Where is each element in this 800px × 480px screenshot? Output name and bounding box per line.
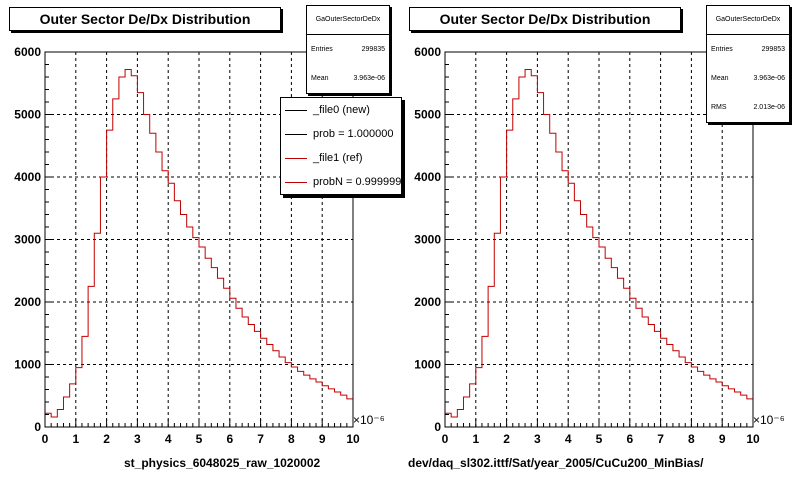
- x-tick-label: 3: [134, 432, 141, 446]
- left-stats-mean-value: 3.963e-06: [353, 75, 385, 82]
- x-tick-label: 9: [319, 432, 326, 446]
- left-chart-title: Outer Sector De/Dx Distribution: [9, 7, 281, 31]
- right-stats-entries-value: 299853: [761, 46, 785, 53]
- left-x-axis-label: st_physics_6048025_raw_1020002: [124, 456, 321, 470]
- y-tick-label: 1000: [14, 358, 41, 372]
- y-tick-label: 5000: [14, 108, 41, 122]
- x-tick-label: 7: [257, 432, 264, 446]
- legend-entry-file1: _file1 (ref): [281, 146, 401, 170]
- right-stats-row-entries: Entries 299853: [707, 35, 789, 64]
- x-tick-label: 2: [503, 432, 510, 446]
- x-tick-label: 8: [688, 432, 695, 446]
- left-stats-row-entries: Entries 299835: [307, 35, 389, 64]
- y-tick-label: 1000: [414, 358, 441, 372]
- legend-label-prob: prob = 1.000000: [313, 128, 394, 140]
- y-tick-label: 3000: [414, 233, 441, 247]
- x-tick-label: 0: [442, 432, 449, 446]
- y-tick-label: 0: [434, 420, 441, 434]
- left-plot-svg: 0 1 2 3 4 5 6 7 8 9 10 0 1000 2000 3000 4000 5000 6000: [14, 45, 360, 446]
- y-tick-label: 2000: [414, 295, 441, 309]
- plot-frame: [44, 51, 354, 428]
- left-stats-entries-label: Entries: [311, 46, 333, 53]
- legend-line-file0: [285, 109, 307, 111]
- y-tick-label: 4000: [414, 170, 441, 184]
- x-tick-label: 10: [746, 432, 760, 446]
- y-tick-label: 4000: [14, 170, 41, 184]
- legend-entry-probn: probN = 0.999999: [281, 170, 401, 194]
- x-tick-label: 7: [657, 432, 664, 446]
- right-stats-entries-label: Entries: [711, 46, 733, 53]
- left-stats-mean-label: Mean: [311, 75, 329, 82]
- x-tick-label: 5: [596, 432, 603, 446]
- x-tick-label: 5: [196, 432, 203, 446]
- x-tick-label: 1: [72, 432, 79, 446]
- right-x-axis-label: dev/daq_sl302.ittf/Sat/year_2005/CuCu200…: [408, 456, 704, 470]
- left-stats-entries-value: 299835: [361, 46, 385, 53]
- plot-frame: [444, 51, 754, 428]
- x-tick-label: 6: [226, 432, 233, 446]
- right-chart-title: Outer Sector De/Dx Distribution: [409, 7, 681, 31]
- histogram-series: [45, 69, 353, 418]
- legend-line-prob: [285, 133, 307, 135]
- right-x-exponent: ×10⁻⁶: [753, 413, 785, 427]
- legend-box: _file0 (new) prob = 1.000000 _file1 (ref…: [280, 97, 402, 195]
- legend-label-file1: _file1 (ref): [313, 152, 363, 164]
- right-plot-svg: 0 1 2 3 4 5 6 7 8 9 10 0 1000 2000 3000 4000 5000 6000: [414, 45, 760, 446]
- x-tick-label: 4: [565, 432, 572, 446]
- legend-label-probn: probN = 0.999999: [313, 176, 402, 188]
- right-histogram-panel: 0 1 2 3 4 5 6 7 8 9 10 0 1000 2000 3000 4000 5000 6000 Ou…: [400, 0, 800, 480]
- right-stats-rms-label: RMS: [711, 104, 727, 111]
- x-tick-label: 2: [103, 432, 110, 446]
- legend-entry-file0: _file0 (new): [281, 98, 401, 122]
- y-tick-label: 6000: [14, 45, 41, 59]
- x-tick-label: 1: [472, 432, 479, 446]
- left-stats-box: GaOuterSectorDeDx Entries 299835 Mean 3.…: [306, 5, 390, 94]
- right-stats-mean-label: Mean: [711, 75, 729, 82]
- right-stats-title: GaOuterSectorDeDx: [707, 6, 789, 35]
- y-tick-label: 2000: [14, 295, 41, 309]
- legend-line-probn: [285, 181, 307, 183]
- right-stats-box: GaOuterSectorDeDx Entries 299853 Mean 3.…: [706, 5, 790, 123]
- x-tick-label: 10: [346, 432, 360, 446]
- x-tick-label: 4: [165, 432, 172, 446]
- right-stats-mean-value: 3.963e-06: [753, 75, 785, 82]
- left-stats-row-mean: Mean 3.963e-06: [307, 64, 389, 93]
- y-tick-label: 0: [34, 420, 41, 434]
- left-histogram-panel: 0 1 2 3 4 5 6 7 8 9 10 0 1000 2000 3000 4000 5000 6000 Ou…: [9, 5, 402, 470]
- left-stats-title: GaOuterSectorDeDx: [307, 6, 389, 35]
- x-tick-label: 9: [719, 432, 726, 446]
- legend-entry-prob: prob = 1.000000: [281, 122, 401, 146]
- y-tick-label: 3000: [14, 233, 41, 247]
- x-tick-label: 3: [534, 432, 541, 446]
- x-tick-label: 8: [288, 432, 295, 446]
- y-tick-label: 6000: [414, 45, 441, 59]
- x-tick-label: 0: [42, 432, 49, 446]
- y-tick-label: 5000: [414, 108, 441, 122]
- right-stats-rms-value: 2.013e-06: [753, 104, 785, 111]
- right-stats-row-rms: RMS 2.013e-06: [707, 93, 789, 122]
- right-stats-row-mean: Mean 3.963e-06: [707, 64, 789, 93]
- legend-line-file1: [285, 157, 307, 159]
- x-tick-label: 6: [626, 432, 633, 446]
- left-x-exponent: ×10⁻⁶: [353, 413, 385, 427]
- legend-label-file0: _file0 (new): [313, 104, 370, 116]
- histogram-series: [445, 69, 753, 418]
